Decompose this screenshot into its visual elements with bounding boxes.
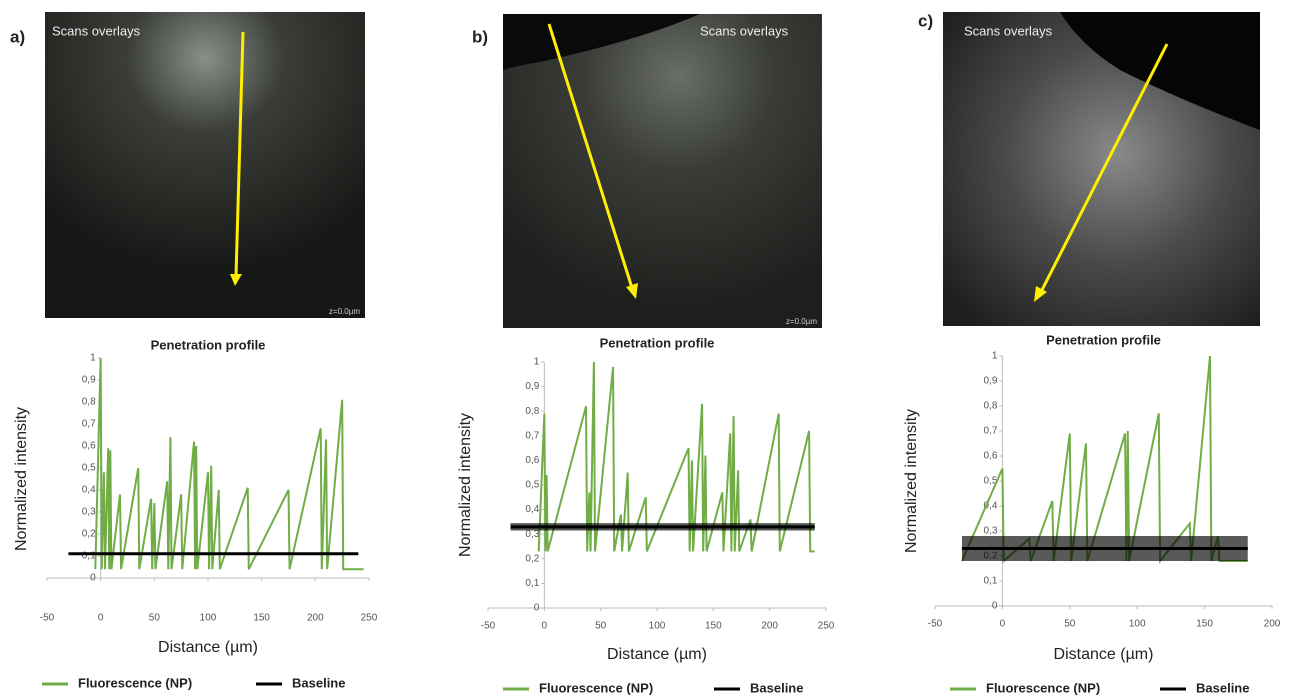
y-tick-label: 1 — [90, 353, 96, 364]
y-tick-label: 0,8 — [82, 397, 96, 408]
y-tick-label: 0,4 — [983, 501, 997, 512]
x-tick-label: 250 — [818, 621, 835, 632]
y-tick-label: 0,7 — [525, 430, 539, 441]
image-note: z=0.0µm — [329, 307, 360, 316]
y-tick-label: 0,1 — [983, 576, 997, 587]
y-tick-label: 0,8 — [983, 401, 997, 412]
legend-label: Fluorescence (NP) — [539, 680, 653, 695]
x-tick-label: 50 — [149, 613, 161, 624]
x-tick-label: 0 — [542, 621, 548, 632]
y-tick-label: 1 — [534, 357, 540, 368]
dark-region — [1060, 12, 1260, 130]
y-tick-label: 0,9 — [525, 381, 539, 392]
y-tick-label: 0,6 — [983, 451, 997, 462]
x-tick-label: 100 — [200, 613, 217, 624]
y-tick-label: 0,3 — [983, 526, 997, 537]
x-tick-label: 200 — [307, 613, 324, 624]
x-tick-label: 200 — [761, 621, 778, 632]
panel-label: b) — [472, 27, 488, 46]
fluorescence-line — [537, 361, 815, 553]
y-tick-label: 0,6 — [525, 455, 539, 466]
y-tick-label: 0 — [534, 603, 540, 614]
y-tick-label: 0,8 — [525, 406, 539, 417]
micrograph — [45, 12, 365, 318]
y-tick-label: 0,1 — [82, 551, 96, 562]
legend-label: Baseline — [750, 680, 803, 695]
arrow — [1040, 43, 1169, 291]
micrograph — [503, 14, 822, 328]
legend-label: Baseline — [292, 675, 345, 690]
arrow — [547, 23, 634, 289]
y-tick-label: 0 — [90, 573, 96, 584]
y-tick-label: 0,2 — [82, 529, 96, 540]
arrow — [234, 31, 245, 277]
x-tick-label: 50 — [1064, 619, 1076, 630]
legend-label: Baseline — [1196, 680, 1249, 695]
chart-title: Penetration profile — [1046, 332, 1161, 347]
y-tick-label: 0,2 — [525, 553, 539, 564]
y-tick-label: 0,9 — [983, 376, 997, 387]
x-tick-label: 50 — [595, 621, 607, 632]
fluorescence-line — [94, 357, 364, 571]
arrow-head — [230, 274, 242, 286]
x-tick-label: 150 — [1196, 619, 1213, 630]
y-tick-label: 1 — [992, 351, 998, 362]
x-axis-label: Distance (µm) — [158, 639, 258, 656]
y-tick-label: 0,4 — [525, 504, 539, 515]
x-tick-label: 0 — [1000, 619, 1006, 630]
image-caption: Scans overlays — [52, 23, 141, 38]
y-axis-label: Normalized intensity — [13, 407, 30, 551]
legend-label: Fluorescence (NP) — [986, 680, 1100, 695]
chart-title: Penetration profile — [151, 337, 266, 352]
image-caption: Scans overlays — [964, 23, 1053, 38]
panel-label: c) — [918, 11, 933, 30]
x-tick-label: 150 — [253, 613, 270, 624]
y-tick-label: 0,7 — [983, 426, 997, 437]
panel-label: a) — [10, 27, 25, 46]
dark-region — [503, 14, 700, 70]
x-tick-label: 0 — [98, 613, 104, 624]
image-a: Scans overlays z=0.0µm a) — [10, 12, 365, 318]
x-tick-label: -50 — [40, 613, 55, 624]
y-tick-label: 0,9 — [82, 375, 96, 386]
y-tick-label: 0,4 — [82, 485, 96, 496]
arrow-head — [1034, 286, 1047, 302]
image-note: z=0.0µm — [786, 317, 817, 326]
image-caption: Scans overlays — [700, 23, 789, 38]
y-tick-label: 0,1 — [525, 578, 539, 589]
x-tick-label: -50 — [928, 619, 943, 630]
y-tick-label: 0 — [992, 601, 998, 612]
x-tick-label: 100 — [1129, 619, 1146, 630]
y-tick-label: 0,3 — [82, 507, 96, 518]
y-tick-label: 0,7 — [82, 419, 96, 430]
y-tick-label: 0,6 — [82, 441, 96, 452]
y-tick-label: 0,5 — [525, 480, 539, 491]
x-tick-label: 100 — [649, 621, 666, 632]
y-tick-label: 0,5 — [82, 463, 96, 474]
legend-label: Fluorescence (NP) — [78, 675, 192, 690]
image-c: Scans overlays c) — [918, 11, 1260, 326]
x-axis-label: Distance (µm) — [607, 646, 707, 663]
arrow-head — [626, 283, 638, 299]
fluorescence-line — [961, 355, 1248, 564]
x-tick-label: 150 — [705, 621, 722, 632]
y-tick-label: 0,5 — [983, 476, 997, 487]
chart-title: Penetration profile — [600, 335, 715, 350]
image-b: Scans overlays z=0.0µm b) — [472, 14, 822, 328]
y-axis-label: Normalized intensity — [903, 409, 920, 553]
x-tick-label: 200 — [1264, 619, 1281, 630]
x-tick-label: -50 — [481, 621, 496, 632]
x-tick-label: 250 — [361, 613, 378, 624]
x-axis-label: Distance (µm) — [1054, 646, 1154, 663]
y-tick-label: 0,3 — [525, 529, 539, 540]
y-axis-label: Normalized intensity — [457, 413, 474, 557]
